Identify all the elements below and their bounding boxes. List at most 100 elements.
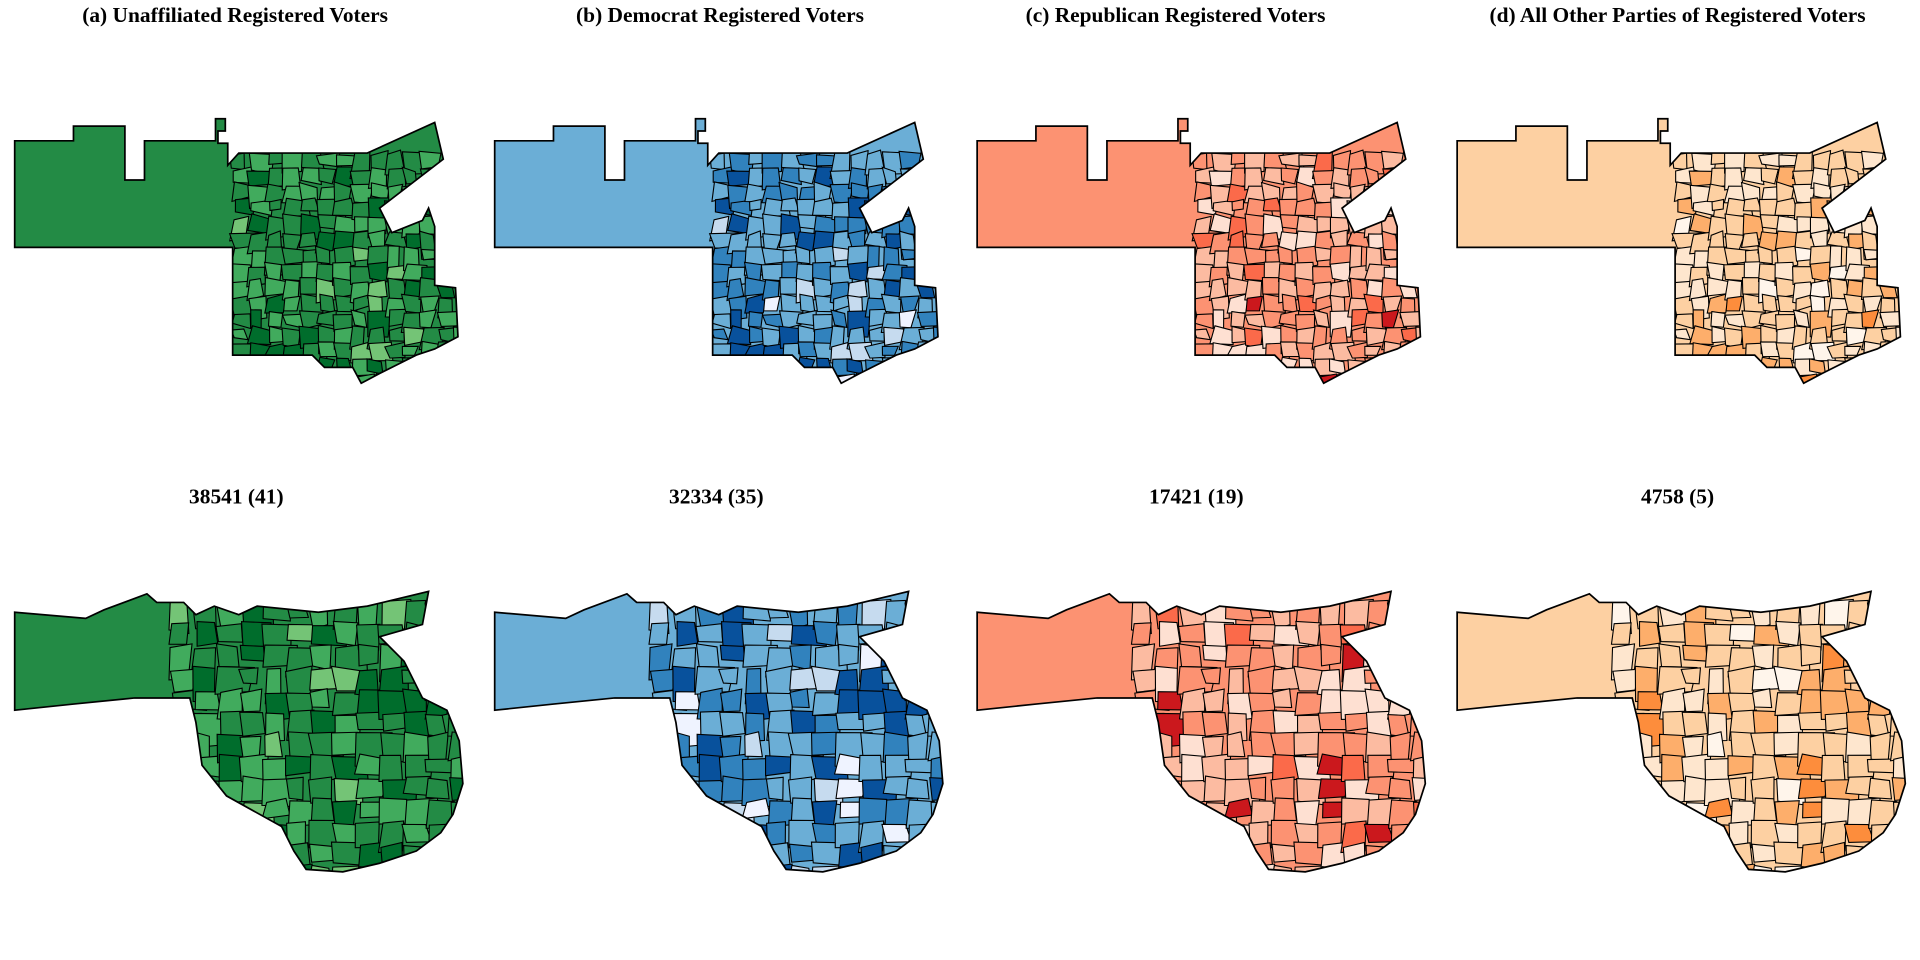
precinct bbox=[1130, 756, 1159, 773]
precinct bbox=[1775, 620, 1801, 647]
precinct bbox=[1879, 186, 1895, 205]
precinct bbox=[1891, 777, 1906, 801]
precinct bbox=[936, 168, 938, 183]
precinct bbox=[400, 647, 424, 668]
precinct bbox=[1412, 821, 1426, 847]
precinct bbox=[717, 865, 742, 872]
precinct bbox=[425, 777, 450, 800]
precinct bbox=[931, 358, 938, 384]
precinct bbox=[1201, 711, 1229, 737]
precinct bbox=[1820, 754, 1846, 783]
precinct bbox=[917, 372, 936, 384]
precinct bbox=[314, 245, 331, 265]
precinct bbox=[1682, 688, 1705, 713]
precinct bbox=[1279, 375, 1295, 384]
precinct bbox=[1154, 843, 1177, 865]
precinct bbox=[1224, 843, 1258, 872]
precinct bbox=[1209, 325, 1234, 346]
precinct bbox=[1893, 602, 1906, 625]
precinct bbox=[1158, 820, 1179, 843]
precinct bbox=[1809, 279, 1831, 299]
precinct bbox=[864, 359, 888, 382]
bottom-map bbox=[976, 590, 1427, 873]
precinct bbox=[169, 798, 189, 830]
precinct bbox=[1193, 357, 1219, 383]
precinct bbox=[1265, 376, 1288, 384]
precinct bbox=[266, 375, 286, 384]
precinct bbox=[424, 600, 463, 622]
precinct bbox=[1891, 842, 1906, 862]
precinct bbox=[935, 296, 938, 318]
precinct bbox=[1294, 372, 1315, 384]
precinct bbox=[1178, 643, 1203, 668]
precinct bbox=[1321, 866, 1345, 872]
precinct bbox=[1262, 167, 1285, 186]
panel-c: (c) Republican Registered Voters 17421 (… bbox=[976, 3, 1427, 873]
precinct bbox=[1410, 690, 1426, 726]
precinct bbox=[1728, 776, 1747, 801]
precinct bbox=[332, 620, 359, 647]
precinct bbox=[905, 777, 930, 800]
precinct bbox=[1638, 621, 1661, 647]
precinct bbox=[858, 863, 881, 872]
precinct bbox=[1330, 374, 1355, 384]
precinct bbox=[1723, 357, 1748, 383]
precinct bbox=[839, 866, 863, 872]
precinct bbox=[760, 357, 786, 383]
precinct bbox=[447, 666, 463, 700]
precinct bbox=[1725, 295, 1744, 312]
precinct bbox=[1386, 665, 1411, 702]
precinct bbox=[1809, 261, 1831, 283]
precinct bbox=[453, 198, 458, 224]
precinct bbox=[1750, 864, 1775, 872]
precinct bbox=[456, 309, 458, 328]
precinct bbox=[1745, 376, 1768, 384]
panel-title: (c) Republican Registered Voters bbox=[1026, 3, 1326, 27]
precinct bbox=[719, 822, 752, 843]
precinct bbox=[1870, 644, 1890, 671]
precinct bbox=[933, 198, 938, 224]
precinct bbox=[378, 797, 410, 825]
precinct bbox=[1892, 821, 1906, 847]
precinct bbox=[1774, 372, 1795, 384]
precinct bbox=[1397, 357, 1416, 376]
precinct bbox=[1741, 358, 1759, 381]
precinct bbox=[794, 245, 811, 265]
district-outline bbox=[976, 590, 1427, 873]
precinct bbox=[378, 754, 404, 783]
precinct bbox=[214, 841, 249, 872]
precinct bbox=[1863, 185, 1882, 201]
precinct bbox=[1130, 622, 1152, 645]
precinct bbox=[1751, 687, 1773, 709]
precinct bbox=[1879, 165, 1898, 183]
precinct bbox=[796, 375, 813, 384]
precinct bbox=[1363, 373, 1380, 384]
precinct bbox=[1843, 373, 1860, 384]
precinct bbox=[857, 624, 886, 645]
precinct bbox=[378, 863, 401, 872]
precinct bbox=[172, 844, 205, 866]
precincts bbox=[1191, 149, 1421, 384]
precinct bbox=[167, 756, 197, 773]
precinct bbox=[1398, 214, 1418, 235]
precinct bbox=[1892, 864, 1906, 872]
precinct bbox=[1612, 668, 1640, 693]
precinct bbox=[332, 372, 353, 384]
precinct bbox=[1728, 863, 1756, 872]
precinct bbox=[1773, 731, 1801, 756]
precinct bbox=[1861, 374, 1886, 384]
precinct bbox=[1231, 198, 1245, 212]
precinct bbox=[1382, 168, 1401, 190]
precinct bbox=[1418, 168, 1421, 183]
precinct bbox=[1329, 279, 1351, 299]
precinct bbox=[1882, 197, 1898, 224]
precinct bbox=[231, 357, 256, 383]
precinct bbox=[742, 600, 771, 622]
precinct bbox=[904, 600, 943, 622]
precinct bbox=[1797, 778, 1831, 800]
precinct bbox=[169, 668, 197, 693]
precinct bbox=[1891, 621, 1906, 653]
precinct bbox=[1638, 820, 1659, 843]
precinct bbox=[1134, 844, 1168, 866]
precinct bbox=[1362, 647, 1387, 668]
